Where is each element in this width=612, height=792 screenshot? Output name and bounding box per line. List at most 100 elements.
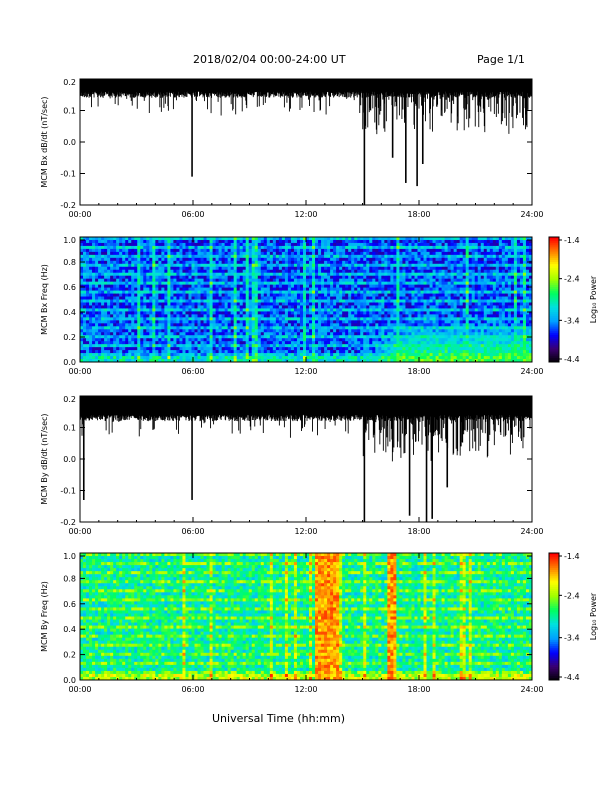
spectrogram-cell	[345, 356, 349, 360]
spectrogram-cell	[227, 305, 232, 309]
spectrogram-cell	[98, 308, 102, 312]
spectrogram-cell	[336, 320, 340, 324]
spectrogram-cell	[149, 320, 153, 324]
spectrogram-cell	[197, 335, 201, 339]
spectrogram-cell	[375, 311, 379, 315]
dbdt-trace	[79, 79, 533, 135]
spectrogram-cell	[269, 251, 274, 256]
spectrogram-cell	[411, 296, 415, 300]
spectrogram-cell	[188, 290, 192, 294]
spectrogram-cell	[381, 311, 385, 315]
spectrogram-cell	[345, 257, 349, 262]
spectrogram-cell	[197, 332, 201, 336]
spectrogram-cell	[131, 350, 135, 354]
spectrogram-cell	[272, 311, 277, 315]
spectrogram-cell	[278, 359, 283, 363]
spectrogram-cell	[429, 320, 433, 324]
spectrogram-cell	[92, 341, 96, 345]
spectrogram-cell	[146, 311, 150, 315]
spectrogram-cell	[221, 332, 226, 336]
spectrogram-cell	[369, 353, 373, 357]
spectrogram-cell	[83, 299, 87, 303]
spectrogram-cell	[381, 347, 385, 351]
spectrogram-cell	[185, 359, 189, 363]
spectrogram-cell	[429, 329, 433, 333]
spectrogram-cell	[315, 239, 319, 244]
spectrogram-cell	[83, 269, 87, 274]
spectrogram-cell	[399, 344, 403, 348]
spectrogram-cell	[333, 242, 337, 247]
spectrogram-cell	[296, 242, 301, 247]
spectrogram-cell	[342, 311, 346, 315]
spectrogram-cell	[248, 287, 253, 291]
spectrogram-cell	[182, 305, 186, 309]
spectrogram-cell	[179, 266, 183, 271]
spectrogram-cell	[122, 299, 126, 303]
spectrogram-cell	[158, 281, 162, 286]
spectrogram-cell	[402, 266, 406, 271]
spectrogram-cell	[281, 323, 286, 327]
spectrogram-cell	[357, 290, 361, 294]
spectrogram-cell	[363, 242, 367, 247]
spectrogram-cell	[396, 314, 400, 318]
spectrogram-cell	[110, 317, 114, 321]
spectrogram-cell	[236, 335, 241, 339]
spectrogram-cell	[402, 347, 406, 351]
spectrogram-cell	[327, 341, 331, 345]
spectrogram-cell	[143, 272, 147, 277]
spectrogram-cell	[173, 341, 177, 345]
spectrogram-cell	[194, 353, 198, 357]
spectrogram-cell	[119, 269, 123, 274]
spectrogram-cell	[393, 272, 397, 277]
spectrogram-cell	[390, 293, 394, 297]
spectrogram-cell	[408, 290, 412, 294]
spectrogram-cell	[411, 257, 415, 262]
spectrogram-cell	[345, 308, 349, 312]
spectrogram-cell	[387, 350, 391, 354]
spectrogram-cell	[384, 344, 388, 348]
spectrogram-cell	[429, 266, 433, 271]
spectrogram-cell	[360, 299, 364, 303]
spectrogram-cell	[414, 237, 418, 241]
spectrogram-cell	[128, 350, 132, 354]
spectrogram-cell	[324, 302, 328, 306]
spectrogram-cell	[158, 311, 162, 315]
spectrogram-cell	[351, 338, 355, 342]
spectrogram-cell	[330, 299, 334, 303]
spectrogram-cell	[315, 293, 319, 297]
spectrogram-cell	[266, 281, 271, 286]
spectrogram-cell	[89, 299, 93, 303]
spectrogram-cell	[164, 290, 168, 294]
spectrogram-cell	[248, 341, 253, 345]
spectrogram-cell	[408, 350, 412, 354]
spectrogram-cell	[272, 341, 277, 345]
spectrogram-cell	[236, 284, 241, 288]
spectrogram-cell	[110, 311, 114, 315]
spectrogram-cell	[339, 341, 343, 345]
spectrogram-cell	[242, 272, 247, 277]
spectrogram-cell	[107, 317, 111, 321]
spectrogram-cell	[197, 356, 201, 360]
spectrogram-cell	[224, 237, 229, 241]
spectrogram-cell	[321, 308, 325, 312]
spectrogram-cell	[212, 296, 216, 300]
spectrogram-cell	[173, 356, 177, 360]
spectrogram-cell	[194, 266, 198, 271]
spectrogram-cell	[275, 332, 280, 336]
spectrogram-cell	[119, 335, 123, 339]
spectrogram-cell	[260, 266, 265, 271]
spectrogram-cell	[200, 290, 204, 294]
spectrogram-cell	[351, 344, 355, 348]
spectrogram-cell	[143, 293, 147, 297]
spectrogram-cell	[173, 263, 177, 268]
spectrogram-cell	[98, 278, 102, 283]
spectrogram-cell	[212, 290, 216, 294]
spectrogram-cell	[230, 323, 235, 327]
spectrogram-cell	[242, 299, 247, 303]
spectrogram-cell	[293, 341, 298, 345]
spectrogram-cell	[176, 278, 180, 283]
spectrogram-cell	[381, 239, 385, 244]
spectrogram-cell	[155, 269, 159, 274]
spectrogram-cell	[227, 290, 232, 294]
